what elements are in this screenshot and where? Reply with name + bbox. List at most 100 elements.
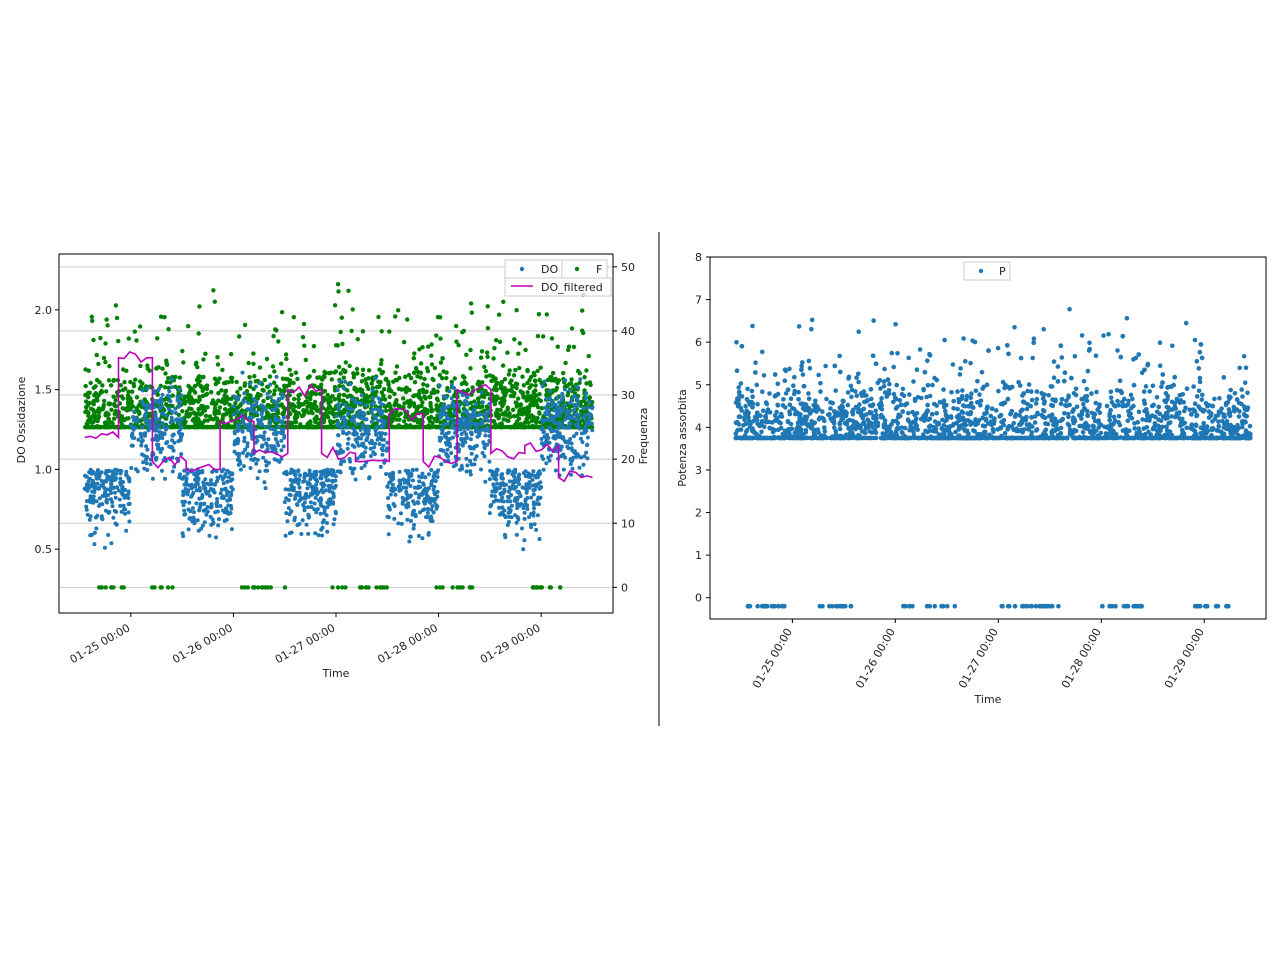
data-point-f [496,312,502,317]
data-point-f [397,417,402,422]
data-point-do [546,408,551,413]
data-point-do [373,376,378,381]
data-point-f [364,381,369,386]
data-point-do [160,392,165,397]
data-point-f [297,424,302,430]
data-point-do [513,477,518,482]
data-point-do [209,522,214,527]
data-point-f [251,585,256,590]
data-point-do [581,415,586,420]
data-point-do [517,491,522,496]
data-point-do [140,425,145,430]
data-point-do [96,468,100,473]
data-point-do [262,430,267,435]
legend-marker-f [574,266,580,272]
data-point-do [159,411,164,416]
data-point-do [574,422,579,427]
data-point-do [263,425,268,429]
data-point-do [449,417,454,422]
data-point-f [130,404,136,409]
data-point-do [483,479,488,484]
data-point-do [246,427,251,432]
data-point-do [535,513,540,518]
data-point-f [343,368,348,374]
data-point-f [272,369,277,374]
data-point-do [534,501,539,506]
data-point-do [345,425,350,430]
data-point-f [291,315,296,320]
data-point-do [441,412,446,417]
data-point-do [250,415,255,420]
data-point-do [465,435,470,440]
data-point-f [516,396,521,401]
data-point-do [572,407,577,412]
data-point-do [109,485,114,490]
data-point-f [247,375,252,380]
data-point-f [533,419,539,425]
data-point-do [170,433,175,438]
data-point-do [487,459,492,464]
data-point-do [374,424,379,429]
data-point-f [492,394,497,400]
data-point-f [217,376,222,381]
data-point-do [386,532,391,537]
y-tick-label: 1.5 [35,384,53,397]
data-point-f [428,395,433,400]
data-point-do [95,513,100,518]
data-point-do [489,493,494,498]
data-point-do [487,511,492,516]
data-point-do [491,482,496,487]
data-point-do [377,410,382,415]
data-point-do [435,504,440,509]
data-point-do [548,396,552,401]
data-point-do [489,503,494,507]
data-point-do [376,396,381,401]
data-point-f [468,585,473,590]
data-point-f [322,369,327,375]
data-point-f [238,386,243,391]
data-point-f [227,402,232,407]
data-point-do [92,542,97,547]
data-point-do [421,488,426,493]
data-point-f [307,424,312,430]
data-point-do [177,387,181,392]
data-point-f [242,585,247,590]
data-point-do [404,503,409,508]
data-point-f [181,360,186,365]
data-point-f [374,585,379,590]
data-point-f [505,407,510,412]
data-point-do [393,492,398,497]
data-point-do [501,499,506,504]
data-point-f [341,392,347,398]
data-point-f [237,334,242,339]
data-point-do [153,427,158,432]
data-point-do [479,422,484,427]
data-point-do [142,431,147,436]
data-point-f [274,384,279,389]
data-point-f [432,365,438,371]
data-point-f [311,368,317,374]
data-point-f [288,411,293,417]
data-point-do [140,399,145,404]
data-point-do [387,505,392,510]
data-point-do [202,520,207,525]
data-point-do [551,435,556,440]
data-point-do [551,419,556,424]
data-point-f [571,384,576,389]
data-point-do [113,495,118,500]
data-point-do [542,379,547,384]
data-point-do [561,435,566,440]
data-point-f [158,585,163,590]
data-point-do [380,448,385,453]
data-point-f [401,405,406,410]
data-point-do [574,417,579,422]
data-point-do [238,467,243,472]
data-point-do [567,425,572,430]
data-point-do [126,489,131,494]
data-point-f [350,422,355,428]
data-point-do [97,486,102,490]
data-point-f [374,385,380,390]
data-point-f [492,384,498,389]
data-point-f [537,410,542,415]
data-point-f [402,387,407,392]
